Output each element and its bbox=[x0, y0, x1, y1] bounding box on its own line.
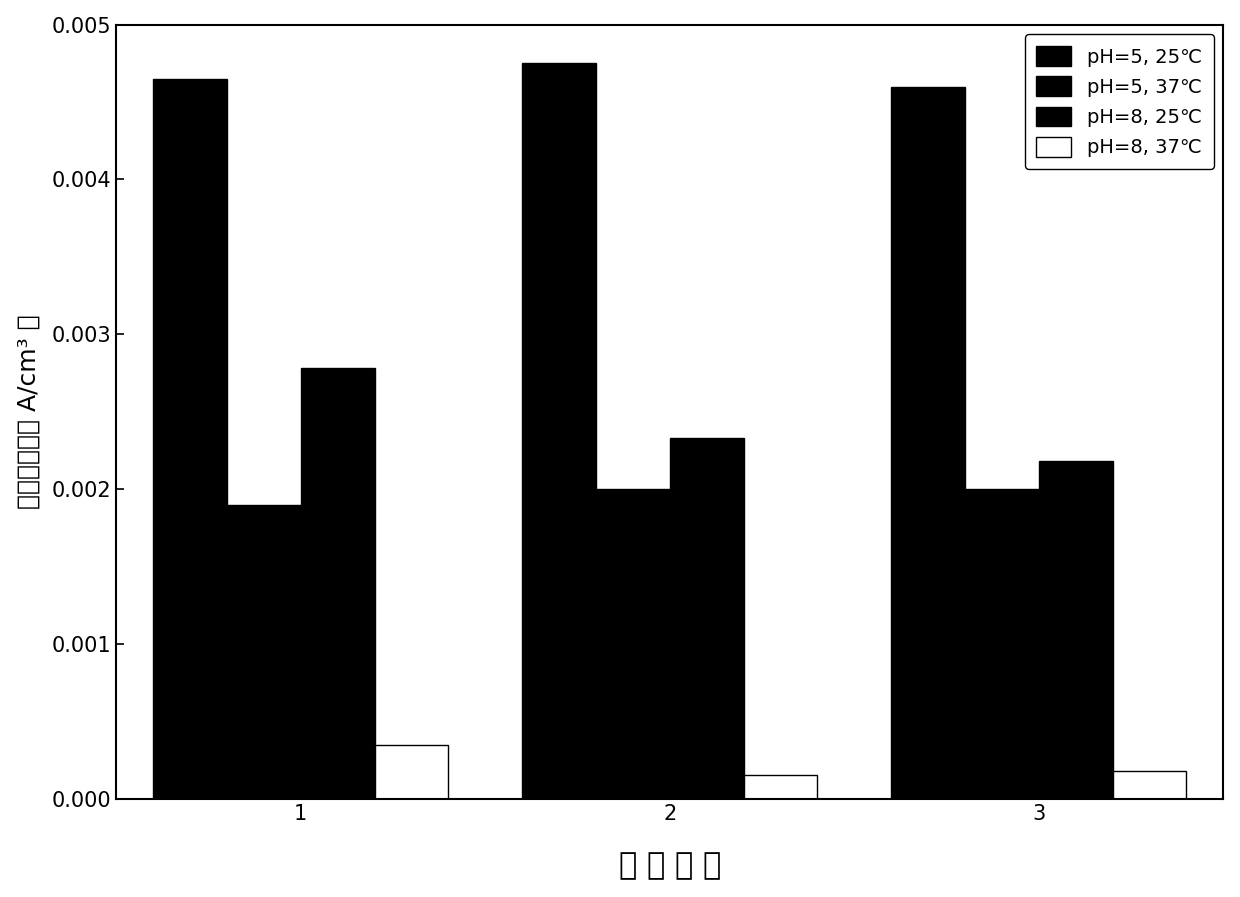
Bar bbox=[227, 505, 301, 798]
Bar bbox=[596, 489, 670, 798]
Y-axis label: 峰电流密度（ A/cm³ ）: 峰电流密度（ A/cm³ ） bbox=[16, 314, 41, 509]
Legend: pH=5, 25℃, pH=5, 37℃, pH=8, 25℃, pH=8, 37℃: pH=5, 25℃, pH=5, 37℃, pH=8, 25℃, pH=8, 3… bbox=[1024, 34, 1214, 169]
Bar bbox=[154, 79, 227, 798]
Bar bbox=[522, 64, 596, 798]
Bar bbox=[744, 776, 817, 798]
Bar bbox=[670, 438, 744, 798]
X-axis label: 开 关 次 数: 开 关 次 数 bbox=[619, 851, 720, 880]
Bar bbox=[965, 489, 1039, 798]
Bar bbox=[301, 369, 374, 798]
Bar bbox=[374, 745, 449, 798]
Bar bbox=[892, 87, 965, 798]
Bar bbox=[1112, 771, 1187, 798]
Bar bbox=[1039, 461, 1112, 798]
